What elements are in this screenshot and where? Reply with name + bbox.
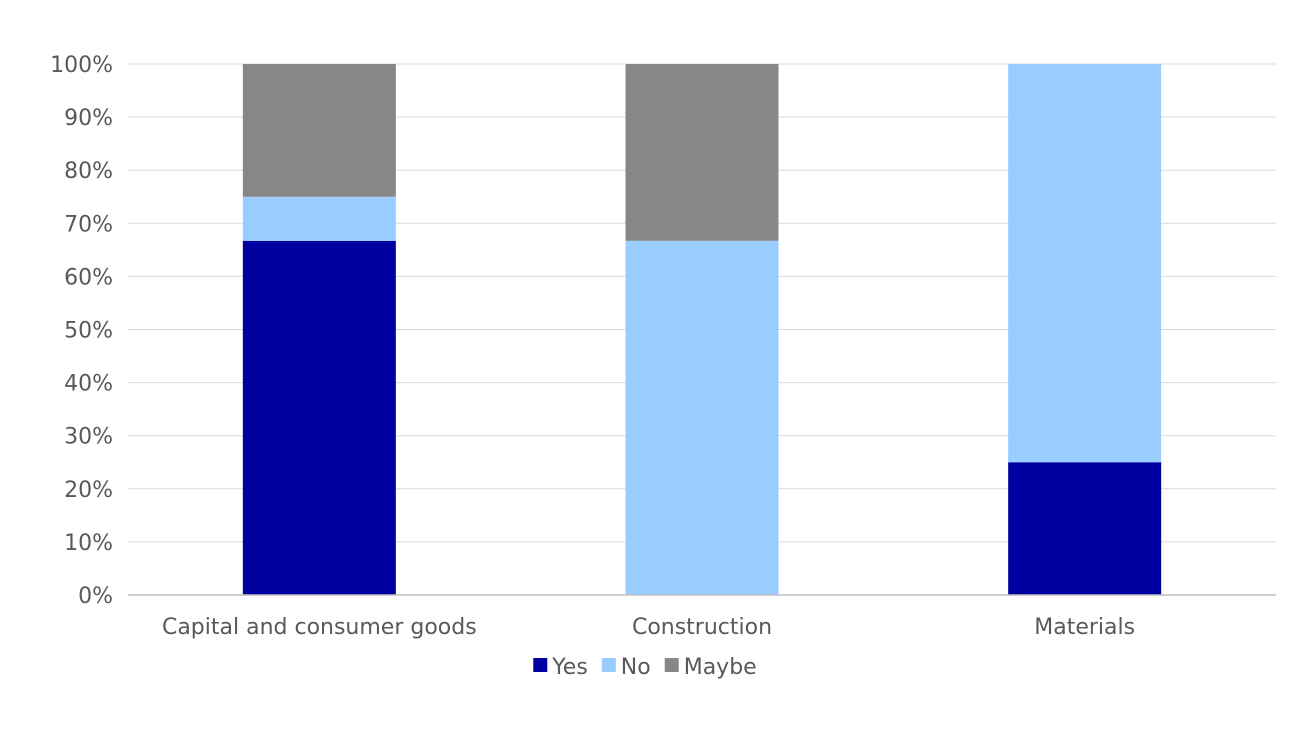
y-tick-label: 20%	[64, 478, 113, 503]
legend-swatch-maybe	[664, 658, 679, 672]
y-tick-label: 80%	[64, 159, 113, 184]
legend-label-maybe: Maybe	[684, 655, 757, 680]
y-tick-label: 100%	[50, 53, 113, 78]
legend: Yes No Maybe	[533, 655, 757, 680]
legend-label-no: No	[621, 655, 651, 680]
bar-segment-yes	[1008, 462, 1162, 595]
x-category-label: Construction	[632, 615, 772, 640]
y-tick-label: 60%	[64, 265, 113, 290]
y-tick-label: 30%	[64, 425, 113, 450]
bars	[242, 64, 1162, 595]
x-category-label: Materials	[1034, 615, 1135, 640]
bar-segment-no	[242, 196, 396, 241]
legend-label-yes: Yes	[551, 655, 588, 680]
x-category-label: Capital and consumer goods	[162, 615, 477, 640]
bar-segment-no	[1008, 64, 1162, 463]
y-tick-label: 50%	[64, 319, 113, 344]
bar-segment-maybe	[242, 64, 396, 197]
bar-segment-no	[625, 240, 779, 595]
y-tick-label: 0%	[78, 584, 113, 609]
y-tick-label: 40%	[64, 372, 113, 397]
y-tick-label: 70%	[64, 212, 113, 237]
bar-segment-maybe	[625, 64, 779, 241]
legend-swatch-yes	[533, 658, 548, 672]
bar-segment-yes	[242, 240, 396, 595]
y-tick-label: 90%	[64, 106, 113, 131]
axes: 0% 10% 20% 30% 40% 50% 60% 70% 80% 90% 100% Capital…	[50, 53, 1276, 640]
y-tick-label: 10%	[64, 531, 113, 556]
legend-swatch-no	[601, 658, 616, 672]
